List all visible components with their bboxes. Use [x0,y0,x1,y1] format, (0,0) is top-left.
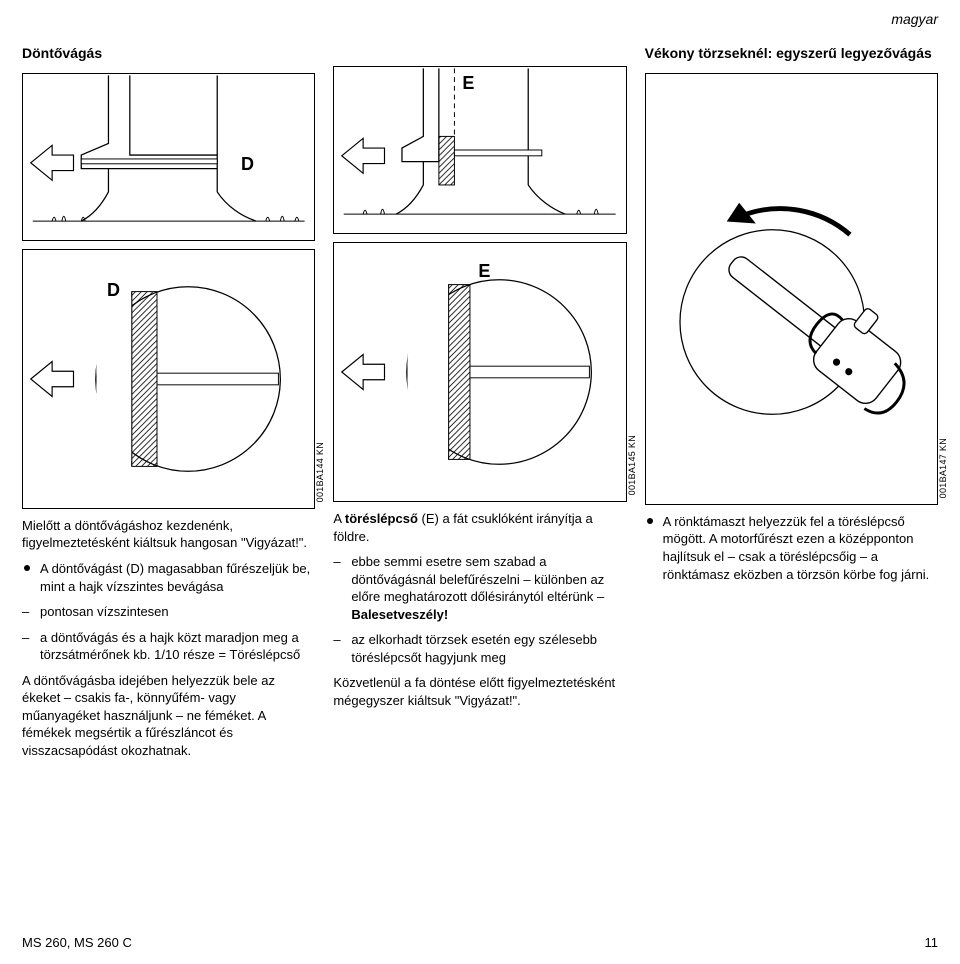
col2-tail: Közvetlenül a fa döntése előtt figyelmez… [333,674,626,709]
col3-figure-code: 001BA147 KN [937,438,949,498]
col2-letter-e-bottom: E [478,259,490,283]
col1-figure-code: 001BA144 KN [314,442,326,502]
col1-dash-list: pontosan vízszintesen a döntővágás és a … [22,603,315,664]
col1-tail: A döntővágásba idejében helyezzük bele a… [22,672,315,760]
page-footer: MS 260, MS 260 C 11 [22,934,938,952]
col1-letter-d-bottom: D [107,278,120,302]
col1-body: Mielőtt a döntővágáshoz kezdenénk, figye… [22,517,315,760]
col3-heading: Vékony törzseknél: egyszerű legyezővágás [645,44,938,63]
col1-figure-top: D [22,73,315,241]
col2-dash2: az elkorhadt törzsek esetén egy széleseb… [333,631,626,666]
col2-dash1: ebbe semmi esetre sem szabad a döntővágá… [333,553,626,623]
col1-letter-d-top: D [241,152,254,176]
column-3: Vékony törzseknél: egyszerű legyezővágás [645,44,938,767]
col2-figure-bottom: E 001BA145 KN [333,242,626,502]
col2-body: A töréslépcső (E) a fát csuklóként irány… [333,510,626,709]
col2-dash-list: ebbe semmi esetre sem szabad a döntővágá… [333,553,626,666]
col2-figure-code: 001BA145 KN [626,435,638,495]
col2-letter-e-top: E [462,71,474,95]
col3-bullet-list: A rönktámaszt helyezzük fel a töréslépcs… [645,513,938,583]
col3-figure: 001BA147 KN [645,73,938,505]
col1-figure-bottom: D 001BA144 KN [22,249,315,509]
column-1: Döntővágás [22,44,315,767]
column-2: E E 001BA145 KN A töréslépcső ( [333,44,626,767]
footer-model: MS 260, MS 260 C [22,934,132,952]
col1-heading: Döntővágás [22,44,315,63]
col1-bullet: A döntővágást (D) magasabban fűrészeljük… [22,560,315,595]
col1-dash1: pontosan vízszintesen [22,603,315,621]
col1-bullet-list: A döntővágást (D) magasabban fűrészeljük… [22,560,315,595]
footer-page: 11 [925,934,939,952]
content-columns: Döntővágás [22,44,938,767]
col2-figure-top: E [333,66,626,234]
col3-bullet: A rönktámaszt helyezzük fel a töréslépcs… [645,513,938,583]
col1-dash2: a döntővágás és a hajk közt maradjon meg… [22,629,315,664]
col2-lead-bold: töréslépcső [345,511,418,526]
col1-intro: Mielőtt a döntővágáshoz kezdenénk, figye… [22,517,315,552]
col2-lead: A töréslépcső (E) a fát csuklóként irány… [333,510,626,545]
col3-body: A rönktámaszt helyezzük fel a töréslépcs… [645,513,938,583]
language-label: magyar [891,10,938,29]
